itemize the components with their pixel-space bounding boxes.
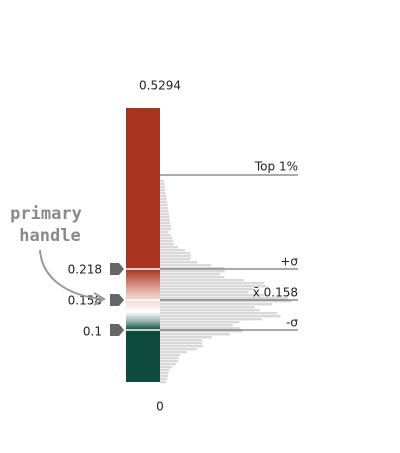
histogram-bar xyxy=(160,183,165,186)
histogram-bar xyxy=(160,237,173,240)
histogram-bar xyxy=(160,189,166,192)
histogram-bar xyxy=(160,195,167,198)
histogram-bar xyxy=(160,318,262,321)
histogram-bar xyxy=(160,219,170,222)
handle-label: 0.1 xyxy=(83,325,102,339)
histogram-bar xyxy=(160,213,169,216)
annotation: primary xyxy=(10,204,82,224)
min-label: 0 xyxy=(156,400,164,414)
histogram-bar xyxy=(160,210,169,213)
handle-label: 0.218 xyxy=(68,263,102,277)
histogram-bar xyxy=(160,246,178,249)
handle[interactable] xyxy=(110,324,124,336)
histogram-bar xyxy=(160,207,169,210)
histogram-bar xyxy=(160,264,212,267)
histogram-bar xyxy=(160,201,168,204)
histogram-bar xyxy=(160,357,179,360)
histogram-bar xyxy=(160,225,171,228)
marker-label: x̄ 0.158 xyxy=(253,286,298,300)
annotation-arrowhead xyxy=(93,292,106,306)
histogram-bar xyxy=(160,198,167,201)
histogram-bar xyxy=(160,279,244,282)
histogram-bar xyxy=(160,222,171,225)
histogram-bar xyxy=(160,282,264,285)
marker-label: -σ xyxy=(286,316,298,330)
histogram xyxy=(160,180,292,384)
histogram-bar xyxy=(160,372,169,375)
histogram-bar xyxy=(160,351,187,354)
histogram-bar xyxy=(160,234,171,237)
histogram-bar xyxy=(160,270,225,273)
histogram-bar xyxy=(160,273,220,276)
histogram-bar xyxy=(160,345,203,348)
histogram-bar xyxy=(160,240,173,243)
histogram-bar xyxy=(160,375,168,378)
marker-label: Top 1% xyxy=(254,160,298,174)
histogram-bar xyxy=(160,363,177,366)
histogram-bar xyxy=(160,312,277,315)
histogram-bar xyxy=(160,216,170,219)
histogram-bar xyxy=(160,324,233,327)
histogram-bar xyxy=(160,303,273,306)
ramp-top xyxy=(126,108,160,269)
histogram-bar xyxy=(160,192,166,195)
histogram-bar xyxy=(160,306,255,309)
histogram-bar xyxy=(160,354,181,357)
histogram-bar xyxy=(160,342,203,345)
histogram-bar xyxy=(160,204,168,207)
histogram-bar xyxy=(160,333,230,336)
histogram-bar xyxy=(160,255,191,258)
histogram-bar xyxy=(160,252,190,255)
histogram-bar xyxy=(160,258,191,261)
histogram-bar xyxy=(160,336,212,339)
histogram-bar xyxy=(160,231,169,234)
histogram-bar xyxy=(160,297,288,300)
ramp-bottom xyxy=(126,330,160,382)
histogram-bar xyxy=(160,291,249,294)
histogram-bar xyxy=(160,339,203,342)
histogram-bar xyxy=(160,288,254,291)
histogram-bar xyxy=(160,321,240,324)
histogram-bar xyxy=(160,267,224,270)
histogram-bar xyxy=(160,315,281,318)
histogram-bar xyxy=(160,309,260,312)
histogram-bar xyxy=(160,300,292,303)
handle[interactable] xyxy=(110,263,124,275)
histogram-bar xyxy=(160,261,198,264)
marker-lines xyxy=(160,174,298,331)
histogram-bar xyxy=(160,378,168,381)
histogram-bar xyxy=(160,294,265,297)
histogram-bar xyxy=(160,180,164,183)
histogram-bar xyxy=(160,369,170,372)
histogram-bar xyxy=(160,381,167,384)
handle[interactable] xyxy=(110,294,124,306)
marker-label: +σ xyxy=(280,255,298,269)
histogram-bar xyxy=(160,366,173,369)
histogram-bar xyxy=(160,330,243,333)
histogram-bar xyxy=(160,228,172,231)
histogram-bar xyxy=(160,276,225,279)
histogram-bar xyxy=(160,249,185,252)
histogram-bar xyxy=(160,348,197,351)
histogram-bar xyxy=(160,186,165,189)
histogram-bar xyxy=(160,327,241,330)
annotation-arrow xyxy=(39,249,103,300)
histogram-bar xyxy=(160,360,179,363)
histogram-bar xyxy=(160,243,174,246)
max-label: 0.5294 xyxy=(139,79,181,93)
annotation: handle xyxy=(19,226,80,246)
histogram-bar xyxy=(160,285,267,288)
